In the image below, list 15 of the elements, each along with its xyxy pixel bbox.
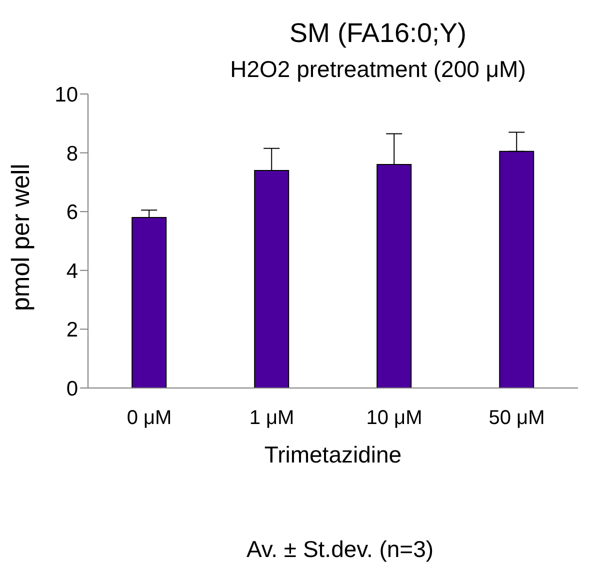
y-axis-title: pmol per well bbox=[6, 164, 35, 311]
y-tick-label: 0 bbox=[66, 377, 78, 400]
x-tick-label: 1 μM bbox=[249, 407, 294, 430]
text: Av. ± St.dev. (n=3) bbox=[245, 536, 435, 563]
chart-title: SM (FA16:0;Y) bbox=[288, 18, 468, 49]
y-tick-label: 2 bbox=[66, 318, 78, 342]
x-axis-title: Trimetazidine bbox=[264, 441, 402, 468]
x-tick-label: 50 μM bbox=[488, 407, 545, 430]
x-tick-label: 10 μM bbox=[366, 407, 422, 430]
y-tick-label: 4 bbox=[66, 260, 78, 283]
chart-subtitle: H2O2 pretreatment (200 μM) bbox=[229, 56, 527, 83]
y-tick-label: 6 bbox=[66, 201, 78, 224]
x-tick-label: 0 μM bbox=[126, 407, 172, 430]
y-tick-label: 10 bbox=[54, 83, 78, 106]
y-tick-label: 8 bbox=[66, 142, 78, 166]
